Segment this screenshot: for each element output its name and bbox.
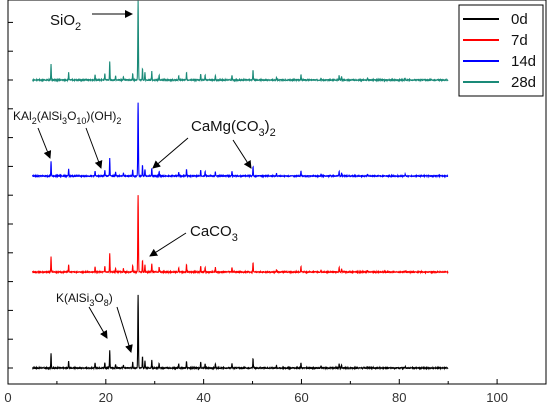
annotation-camgco32: CaMg(CO3)2 <box>191 118 276 139</box>
camg-part-0: CaMg(CO <box>191 118 259 135</box>
annotation-sio2-pre: SiO <box>50 12 75 29</box>
caco3-part-1: 3 <box>232 232 238 244</box>
x-tick-label-60: 60 <box>294 390 308 405</box>
caco3-part-0: CaCO <box>190 223 232 240</box>
legend-label-28d: 28d <box>511 74 536 91</box>
annotation-layer: SiO2 KAl2(AlSi3O10)(OH)2 CaMg(CO3)2 CaCO… <box>13 10 276 353</box>
arrow-kalsi-2 <box>116 306 133 353</box>
kal2-part-0: KAl <box>13 109 32 123</box>
kal2-part-2: (AlSi <box>37 109 62 123</box>
x-tick-label-20: 20 <box>99 390 113 405</box>
plot-area <box>8 0 546 384</box>
series-line-0d <box>32 294 449 371</box>
legend-label-0d: 0d <box>511 11 528 28</box>
axes: 0 20 40 60 80 100 <box>4 0 547 405</box>
kalsi-part-4: ) <box>109 291 113 305</box>
arrow-caco3 <box>149 232 187 257</box>
annotation-sio2: SiO2 <box>50 12 81 33</box>
series-line-28d <box>32 0 449 83</box>
arrow-kal2-2 <box>85 127 103 169</box>
legend-box <box>458 4 544 97</box>
x-tick-label-0: 0 <box>4 390 11 405</box>
arrow-camg-2 <box>232 139 252 169</box>
annotation-kalsi3o8: K(AlSi3O8) <box>56 291 113 308</box>
series-line-14d <box>31 102 449 179</box>
kal2-part-1: 2 <box>32 116 37 126</box>
arrow-camg-1 <box>152 137 189 169</box>
annotation-kal2si3o10oh2: KAl2(AlSi3O10)(OH)2 <box>13 109 121 126</box>
series-line-7d <box>31 195 449 275</box>
arrow-kalsi-1 <box>88 306 108 339</box>
camg-part-1: 3 <box>259 127 265 139</box>
x-tick-label-40: 40 <box>196 390 210 405</box>
kalsi-part-3: 8 <box>104 298 109 308</box>
kal2-part-6: )(OH) <box>86 109 116 123</box>
series-layer <box>31 0 449 371</box>
arrow-kal2-1 <box>37 127 52 159</box>
kalsi-part-1: 3 <box>89 298 94 308</box>
kal2-part-4: O <box>67 109 76 123</box>
annotation-sio2-sub: 2 <box>75 21 81 33</box>
kalsi-part-0: K(AlSi <box>56 291 89 305</box>
camg-part-2: ) <box>265 118 270 135</box>
camg-part-3: 2 <box>270 127 276 139</box>
kalsi-part-2: O <box>94 291 103 305</box>
kal2-part-5: 10 <box>76 116 86 126</box>
x-tick-label-100: 100 <box>486 390 508 405</box>
kal2-part-7: 2 <box>116 116 121 126</box>
legend-label-14d: 14d <box>511 53 536 70</box>
x-tick-label-80: 80 <box>392 390 406 405</box>
legend-label-7d: 7d <box>511 32 528 49</box>
annotation-caco3: CaCO3 <box>190 223 238 244</box>
kal2-part-3: 3 <box>62 116 67 126</box>
plot-frame <box>7 0 547 385</box>
legend: 0d 7d 14d 28d <box>458 4 544 97</box>
